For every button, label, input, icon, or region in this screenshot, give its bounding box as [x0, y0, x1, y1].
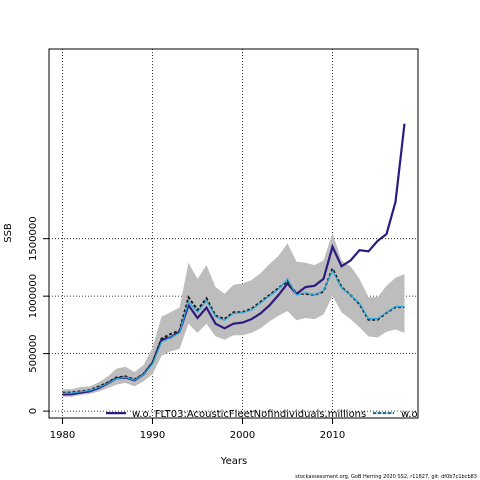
- x-axis-title: Years: [220, 456, 247, 467]
- x-tick-label: 1990: [140, 430, 165, 441]
- x-axis-ticks: 1980 1990 2000 2010: [50, 418, 345, 441]
- y-tick-label: 1000000: [28, 274, 39, 319]
- y-axis-title: SSB: [3, 223, 14, 243]
- legend: w.o. FLT03:AcousticFleetNofindividuals,m…: [106, 409, 421, 420]
- legend-label-wo: w.o.: [401, 409, 421, 420]
- series-line-flt03: [62, 123, 406, 396]
- y-tick-label: 1500000: [28, 216, 39, 261]
- y-tick-label: 500000: [28, 335, 39, 373]
- series-line-estimate: [62, 269, 405, 394]
- series-lines: [62, 123, 406, 396]
- plot-frame: [48, 48, 419, 419]
- x-tick-label: 2000: [230, 430, 255, 441]
- legend-label-flt03: w.o. FLT03:AcousticFleetNofindividuals,m…: [132, 409, 366, 420]
- x-tick-label: 1980: [50, 430, 75, 441]
- grid-lines: [49, 49, 418, 418]
- y-tick-label: 0: [28, 408, 39, 414]
- footer-credit: stockassessment.org, GoB Herring 2020 SS…: [295, 474, 477, 480]
- x-tick-label: 2010: [320, 430, 345, 441]
- confidence-band: [62, 232, 405, 397]
- y-axis-ticks: 0 500000 1000000 1500000: [28, 216, 49, 414]
